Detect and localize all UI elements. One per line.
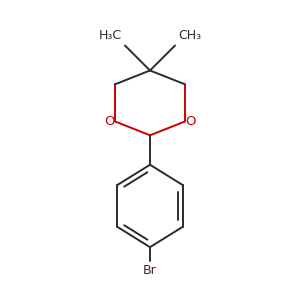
- Text: H₃C: H₃C: [98, 28, 122, 42]
- Text: Br: Br: [143, 264, 157, 277]
- Text: O: O: [104, 115, 115, 128]
- Text: O: O: [185, 115, 196, 128]
- Text: CH₃: CH₃: [178, 28, 202, 42]
